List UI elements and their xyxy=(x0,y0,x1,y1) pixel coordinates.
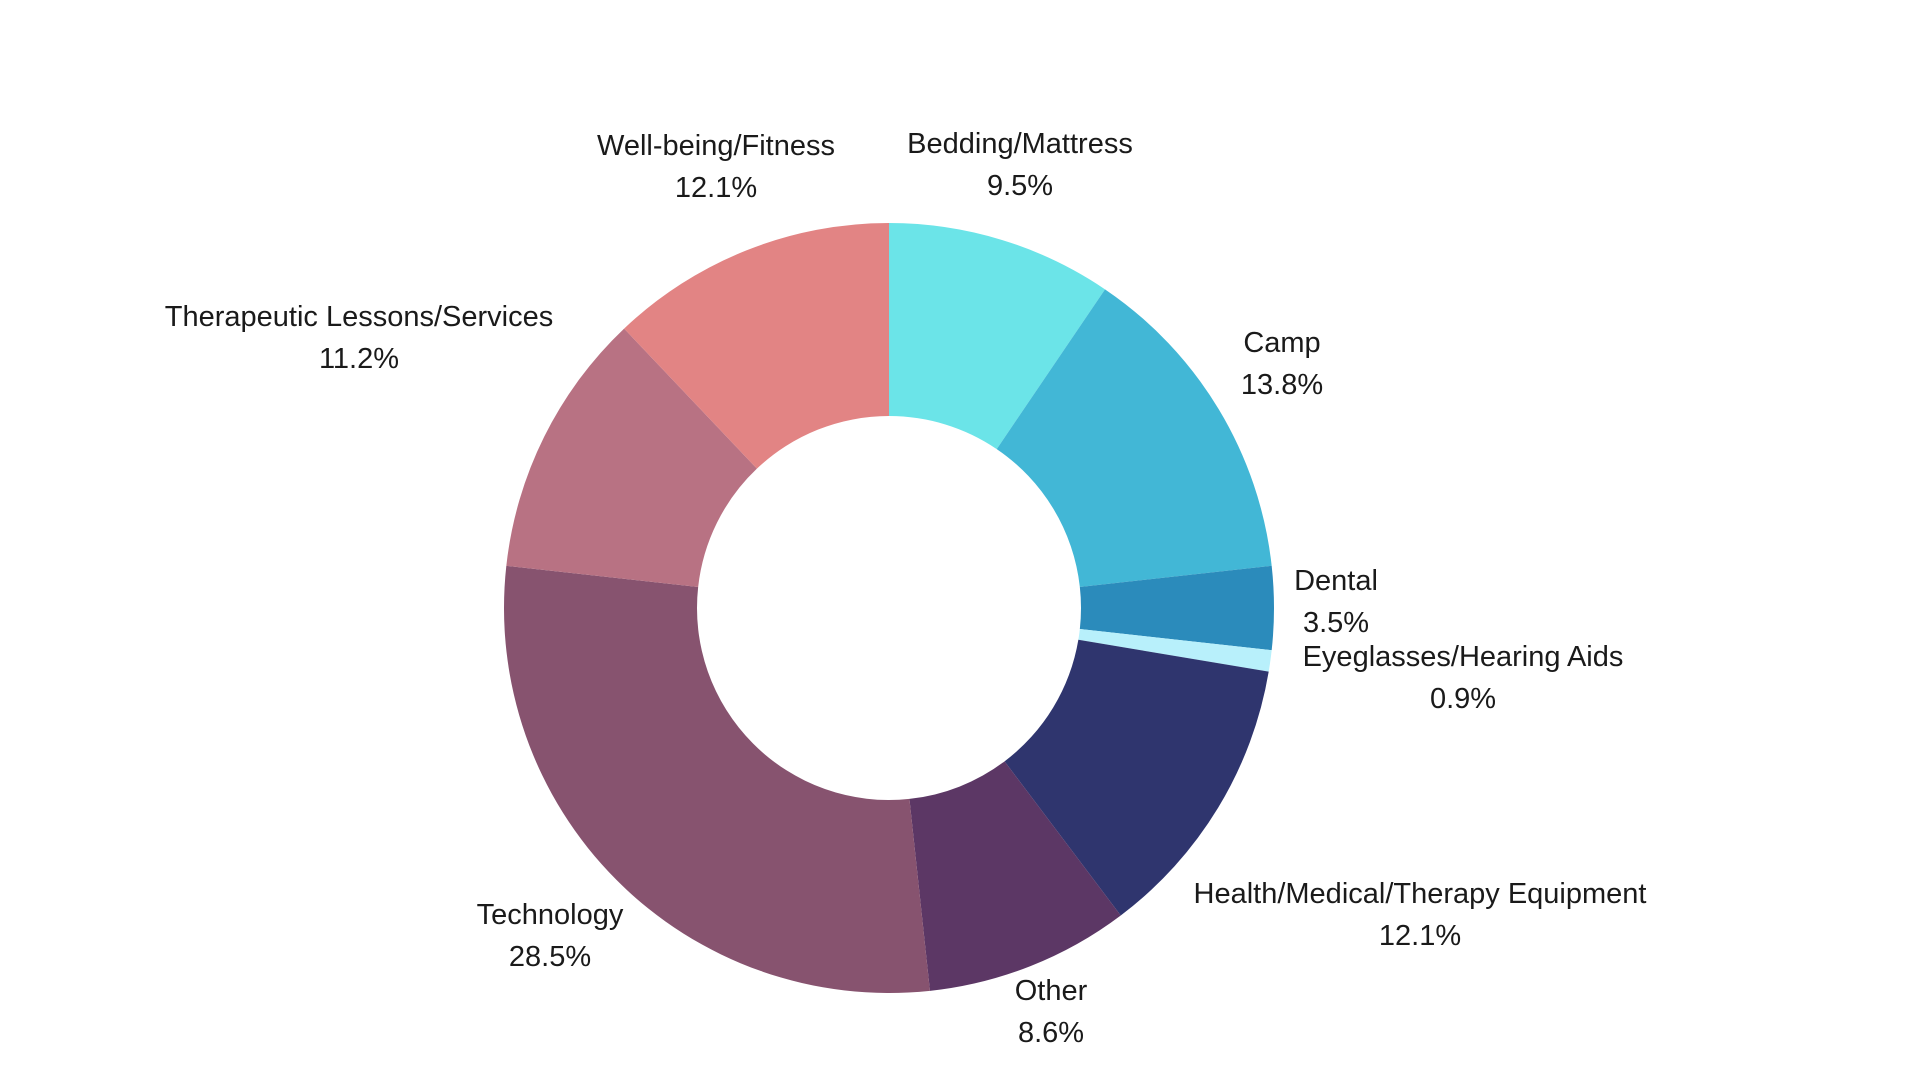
slice-eyeglasses-hearing-aids xyxy=(1078,629,1272,672)
slice-value-technology: 28.5% xyxy=(509,941,591,973)
slice-value-other: 8.6% xyxy=(1018,1017,1084,1049)
slice-well-being-fitness xyxy=(624,223,889,469)
slice-dental xyxy=(1079,565,1274,651)
slice-value-camp: 13.8% xyxy=(1241,369,1323,401)
slice-camp xyxy=(996,289,1272,587)
slice-bedding-mattress xyxy=(889,223,1106,450)
slice-value-bedding-mattress: 9.5% xyxy=(987,170,1053,202)
slice-health-medical-therapy-equipment xyxy=(1004,639,1269,916)
slice-value-health-medical-therapy-equipment: 12.1% xyxy=(1379,920,1461,952)
slices-group xyxy=(504,223,1274,994)
slice-label-other: Other xyxy=(1015,975,1088,1007)
slice-other xyxy=(909,761,1121,991)
slice-label-dental: Dental xyxy=(1294,565,1378,597)
slice-therapeutic-lessons-services xyxy=(506,328,757,587)
slice-label-well-being-fitness: Well-being/Fitness xyxy=(597,130,835,162)
slice-label-therapeutic-lessons-services: Therapeutic Lessons/Services xyxy=(165,301,553,333)
slice-label-bedding-mattress: Bedding/Mattress xyxy=(907,128,1133,160)
slice-value-well-being-fitness: 12.1% xyxy=(675,172,757,204)
labels-group: Bedding/Mattress 9.5% Camp 13.8% Dental 3.5%E… xyxy=(165,128,1647,1049)
slice-technology xyxy=(504,565,930,994)
slice-label-eyeglasses-hearing-aids: Eyeglasses/Hearing Aids xyxy=(1303,641,1624,673)
slice-value-therapeutic-lessons-services: 11.2% xyxy=(319,343,399,375)
slice-label-technology: Technology xyxy=(477,899,624,931)
slice-value-eyeglasses-hearing-aids: 0.9% xyxy=(1430,683,1496,715)
slice-label-health-medical-therapy-equipment: Health/Medical/Therapy Equipment xyxy=(1194,878,1647,910)
slice-value-dental: 3.5% xyxy=(1303,607,1369,639)
slice-label-camp: Camp xyxy=(1243,327,1320,359)
